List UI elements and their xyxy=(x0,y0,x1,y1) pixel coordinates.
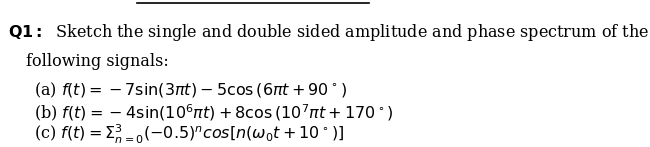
Text: following signals:: following signals: xyxy=(25,53,168,70)
Text: $\mathbf{Q1:}$  Sketch the single and double sided amplitude and phase spectrum : $\mathbf{Q1:}$ Sketch the single and dou… xyxy=(8,22,649,43)
Text: (c) $f(t) = \Sigma_{n=0}^{3}(-0.5)^n cos[n(\omega_0 t + 10^\circ)]$: (c) $f(t) = \Sigma_{n=0}^{3}(-0.5)^n cos… xyxy=(34,122,345,146)
Text: (b) $f(t) = -4\sin(10^6\pi t) + 8\mathrm{cos}\,(10^7\pi t + 170^\circ)$: (b) $f(t) = -4\sin(10^6\pi t) + 8\mathrm… xyxy=(34,102,394,122)
Text: (a) $f(t) = -7\sin(3\pi t) - 5\mathrm{cos}\,(6\pi t + 90^\circ)$: (a) $f(t) = -7\sin(3\pi t) - 5\mathrm{co… xyxy=(34,81,347,100)
